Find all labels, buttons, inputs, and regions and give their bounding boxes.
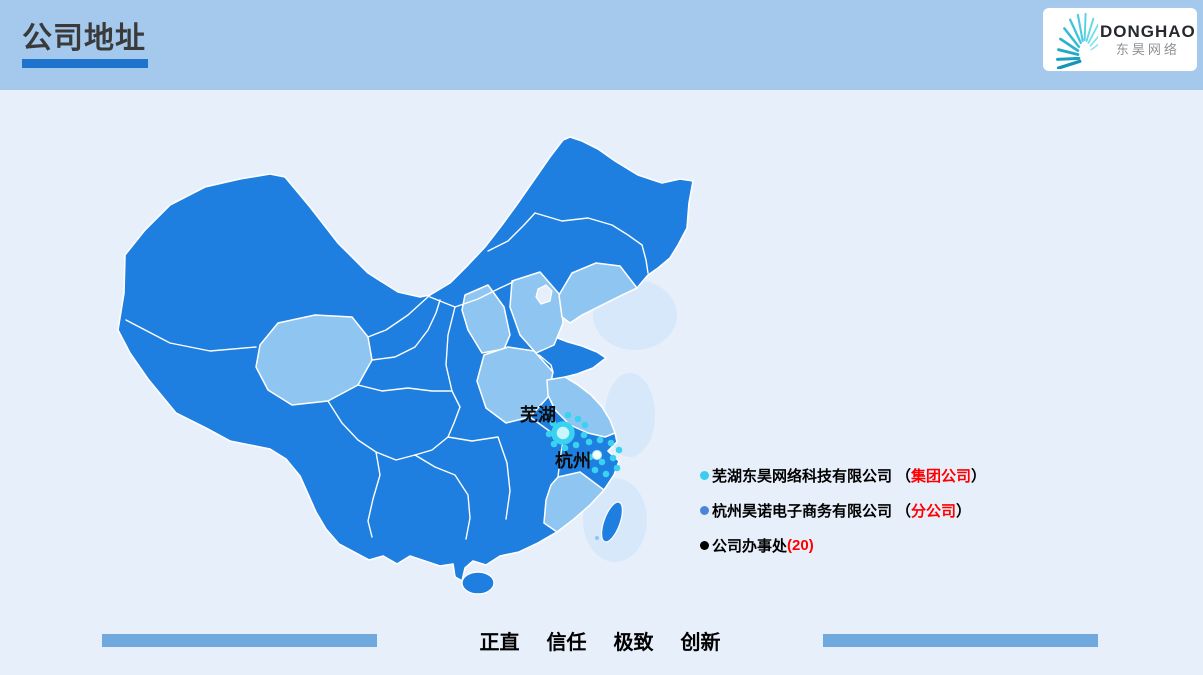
legend-bullet-cyan-icon [700, 470, 709, 480]
legend-paren: ） [971, 467, 987, 485]
city-label-hangzhou: 杭州 [555, 450, 591, 471]
marker-wuhu [551, 421, 575, 445]
legend-paren: （ [896, 502, 912, 520]
china-map: 芜湖 杭州 [117, 136, 694, 595]
legend-item-offices: 公司办事处 (20) [700, 534, 986, 556]
mainland-outline [117, 136, 694, 582]
province-fujian [543, 471, 605, 533]
island-taiwan [601, 501, 623, 543]
value-word: 极致 [613, 631, 654, 654]
legend-bullet-black-icon [700, 540, 709, 550]
marker-hangzhou [591, 449, 603, 461]
company-values: 正直 信任 极致 创新 [377, 627, 823, 654]
province-jiangsu [546, 376, 616, 438]
value-word: 创新 [680, 631, 721, 654]
legend-bullet-blue-icon [700, 505, 709, 515]
title-underline [22, 59, 148, 68]
logo-name: DONGHAO [1100, 21, 1196, 41]
logo-text: DONGHAO 东昊网络 [1100, 22, 1196, 58]
province-liaoning [558, 262, 638, 324]
legend-paren: ） [956, 502, 972, 520]
province-henan [476, 346, 554, 424]
footer-bar-right [823, 634, 1098, 647]
legend-paren: （ [896, 467, 912, 485]
legend-item-group-hq: 芜湖东昊网络科技有限公司 （ 集团公司 ） [700, 464, 986, 486]
legend-highlight: (20) [787, 536, 814, 554]
legend-company-name: 芜湖东昊网络科技有限公司 [712, 467, 893, 485]
company-logo: DONGHAO 东昊网络 [1043, 8, 1197, 71]
city-label-wuhu: 芜湖 [520, 404, 556, 425]
logo-subtitle: 东昊网络 [1115, 41, 1180, 57]
light-provinces [255, 262, 638, 533]
province-qinghai [255, 314, 373, 406]
logo-fan-icon [1056, 12, 1098, 69]
legend-highlight: 分公司 [911, 502, 957, 520]
footer-bar-left [102, 634, 377, 647]
map-legend: 芜湖东昊网络科技有限公司 （ 集团公司 ） 杭州昊诺电子商务有限公司 （ 分公司… [700, 464, 986, 569]
value-word: 信任 [546, 631, 587, 654]
legend-company-name: 杭州昊诺电子商务有限公司 [712, 502, 893, 520]
legend-item-branch: 杭州昊诺电子商务有限公司 （ 分公司 ） [700, 499, 986, 521]
office-dots [545, 411, 623, 478]
province-beijing [535, 284, 553, 305]
legend-highlight: 集团公司 [911, 467, 972, 485]
value-word: 正直 [479, 631, 520, 654]
page-title: 公司地址 [22, 22, 146, 55]
header-bar: 公司地址 [0, 0, 1203, 90]
island-hainan [461, 571, 495, 595]
island-penghu [595, 536, 599, 540]
legend-company-name: 公司办事处 [712, 537, 788, 555]
title-block: 公司地址 [22, 22, 148, 68]
